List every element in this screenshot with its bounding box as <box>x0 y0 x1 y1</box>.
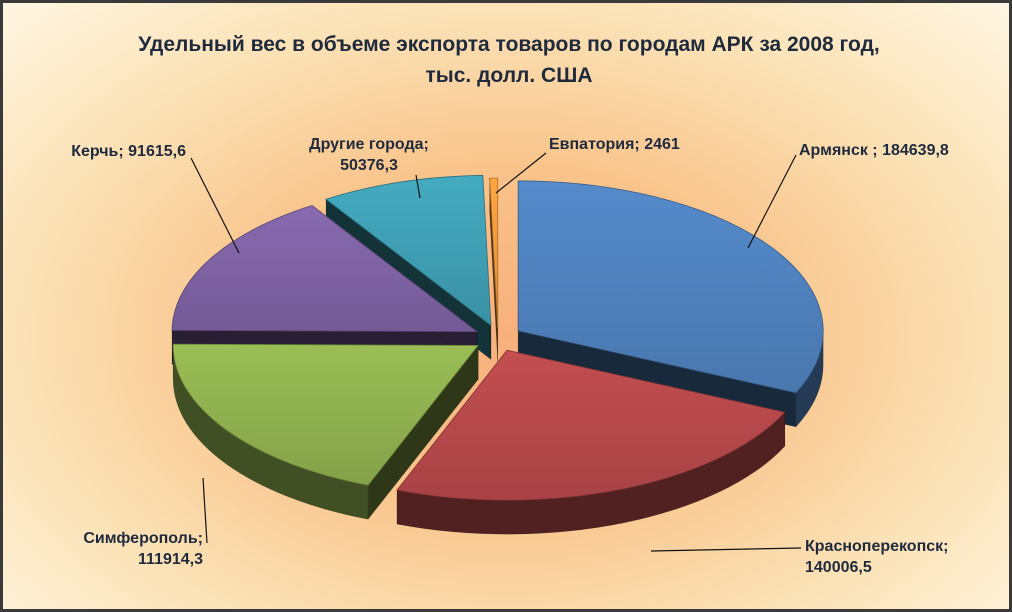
data-label-line: 50376,3 <box>340 157 398 174</box>
data-label-4: Керчь; 91615,6 <box>71 143 186 160</box>
data-label-line: Симферополь; <box>83 530 203 547</box>
data-label-6: Евпатория; 2461 <box>549 136 680 153</box>
leader-line <box>495 152 547 194</box>
data-label-2: Красноперекопск; 140006,5 <box>805 538 948 576</box>
pie-slice-3 <box>172 343 479 521</box>
pie-slice-6 <box>489 177 499 363</box>
leader-line <box>650 547 802 552</box>
pie-slice-top <box>489 177 499 329</box>
data-label-line: Армянск ; 184639,8 <box>799 142 949 159</box>
data-label-line: Красноперекопск; <box>805 538 948 555</box>
data-label-5: Другие города; 50376,3 <box>309 136 429 174</box>
pie-slice-top <box>517 180 824 394</box>
leader-line <box>415 174 421 199</box>
data-label-line: 111914,3 <box>138 551 203 568</box>
pie-slice-2 <box>396 349 786 535</box>
data-label-line: Другие города; <box>309 136 429 153</box>
chart-title-line-1: Удельный вес в объеме экспорта товаров п… <box>138 33 880 56</box>
leader-line <box>190 157 240 254</box>
pie-slice-top <box>396 349 786 501</box>
data-label-line: Евпатория; 2461 <box>549 136 680 153</box>
pie-chart: Армянск ; 184639,8 Красноперекопск; 140006… <box>71 136 949 576</box>
leader-line <box>202 477 208 544</box>
data-label-3: Симферополь; 111914,3 <box>83 530 203 568</box>
data-label-line: 140006,5 <box>805 559 872 576</box>
pie-slice-top <box>171 205 479 333</box>
data-label-1: Армянск ; 184639,8 <box>799 142 949 159</box>
leader-line <box>747 154 797 249</box>
data-label-line: Керчь; 91615,6 <box>71 143 186 160</box>
pie-slice-top <box>325 175 492 327</box>
chart-title-line-2: тыс. долл. США <box>425 64 593 87</box>
chart-title: Удельный вес в объеме экспорта товаров п… <box>3 29 1009 91</box>
pie-slice-top <box>172 343 479 486</box>
